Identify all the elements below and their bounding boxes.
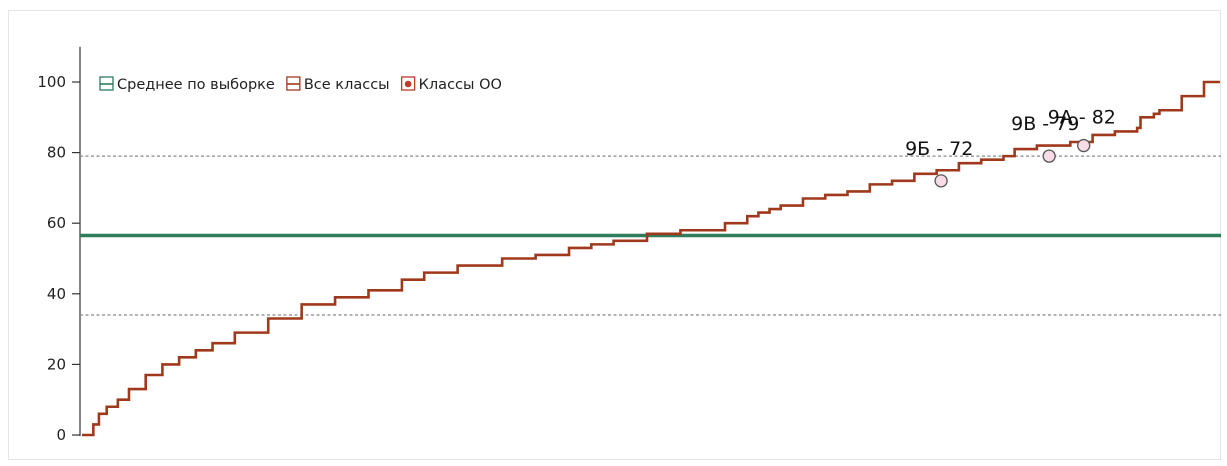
highlight-label-0: 9Б - 72 — [905, 138, 973, 160]
legend: Среднее по выборке Все классы Классы ОО — [99, 76, 502, 93]
legend-label-2: Классы ОО — [419, 77, 502, 93]
highlight-label-2: 9А - 82 — [1048, 107, 1116, 129]
y-tick-label-20: 20 — [47, 355, 66, 373]
legend-label-0: Среднее по выборке — [117, 77, 275, 93]
axes: 0 20 40 60 80 100 — [37, 46, 81, 444]
highlight-point-2 — [1077, 138, 1091, 153]
legend-item-2: Классы ОО — [400, 76, 502, 93]
highlight-point-1 — [1042, 149, 1056, 163]
highlight-point-0 — [934, 174, 948, 188]
y-tick-label-80: 80 — [47, 144, 66, 162]
legend-item-1: Все классы — [286, 76, 390, 93]
y-tick-label-60: 60 — [47, 214, 66, 232]
legend-label-1: Все классы — [304, 77, 390, 93]
series-group — [82, 80, 1220, 437]
y-tick-label-100: 100 — [37, 73, 66, 91]
y-tick-label-0: 0 — [56, 426, 66, 444]
legend-swatch-dot-2 — [404, 80, 412, 88]
highlight-label-1: 9В - 79 — [1011, 113, 1079, 135]
legend-item-0: Среднее по выборке — [99, 76, 275, 93]
series-line-0 — [82, 80, 1220, 437]
y-tick-label-40: 40 — [47, 285, 66, 303]
